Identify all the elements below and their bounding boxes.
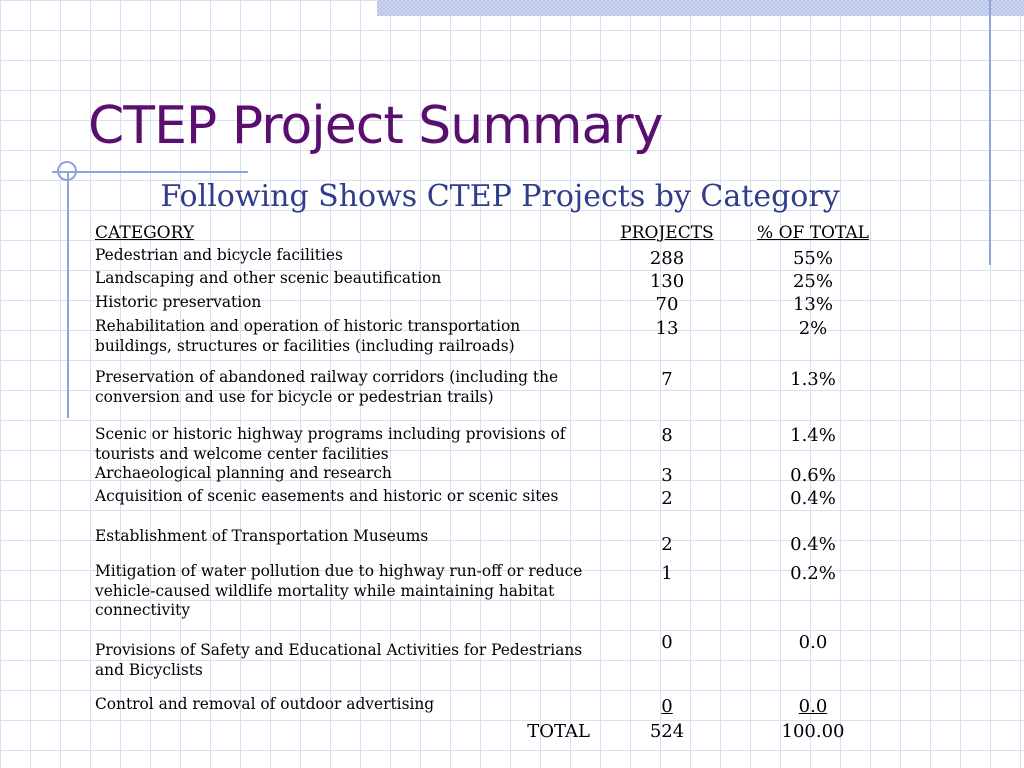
projects-cell: 7 [661,369,673,390]
projects-cell: 8 [661,425,673,446]
percent-cell: 25% [792,271,833,292]
total-projects: 524 [649,721,685,742]
slide-subtitle: Following Shows CTEP Projects by Categor… [160,179,840,214]
total-percent: 100.00 [781,721,845,742]
category-cell: Pedestrian and bicycle facilities [95,246,343,264]
header-projects: PROJECTS [620,223,714,243]
decorative-vertical-line-right [989,0,991,265]
total-label: TOTAL [527,721,590,742]
header-percent-of-total: % OF TOTAL [757,223,869,243]
projects-cell: 2 [661,534,673,555]
projects-cell: 0 [661,632,673,653]
percent-cell: 0.6% [790,465,836,486]
percent-cell: 0.4% [790,534,836,555]
header-category: CATEGORY [95,223,195,243]
decorative-horizontal-line [52,171,248,173]
category-cell: Establishment of Transportation Museums [95,527,429,545]
category-cell: Preservation of abandoned railway corrid… [95,368,559,406]
percent-cell: 0.2% [790,563,836,584]
percent-cell: 0.0 [798,696,828,717]
projects-cell: 1 [661,563,673,584]
projects-cell: 70 [655,294,679,315]
category-cell: Acquisition of scenic easements and hist… [95,487,559,505]
percent-cell: 1.4% [790,425,836,446]
decorative-top-bar [377,0,1024,16]
category-cell: Historic preservation [95,293,262,311]
percent-cell: 0.4% [790,488,836,509]
category-cell: Control and removal of outdoor advertisi… [95,695,435,713]
category-cell: Mitigation of water pollution due to hig… [95,562,583,619]
projects-cell: 13 [655,318,679,339]
category-cell: Landscaping and other scenic beautificat… [95,269,442,287]
projects-cell: 0 [661,696,673,717]
percent-cell: 0.0 [798,632,828,653]
percent-cell: 13% [792,294,833,315]
projects-cell: 130 [649,271,685,292]
category-cell: Scenic or historic highway programs incl… [95,425,566,463]
projects-cell: 288 [649,248,685,269]
percent-cell: 55% [792,248,833,269]
category-cell: Provisions of Safety and Educational Act… [95,641,583,679]
category-cell: Archaeological planning and research [95,464,392,482]
decorative-circle [57,161,77,181]
percent-cell: 1.3% [790,369,836,390]
projects-cell: 3 [661,465,673,486]
decorative-vertical-line-left [67,172,69,418]
slide-title: CTEP Project Summary [88,96,664,156]
category-cell: Rehabilitation and operation of historic… [95,317,521,355]
percent-cell: 2% [798,318,828,339]
projects-cell: 2 [661,488,673,509]
